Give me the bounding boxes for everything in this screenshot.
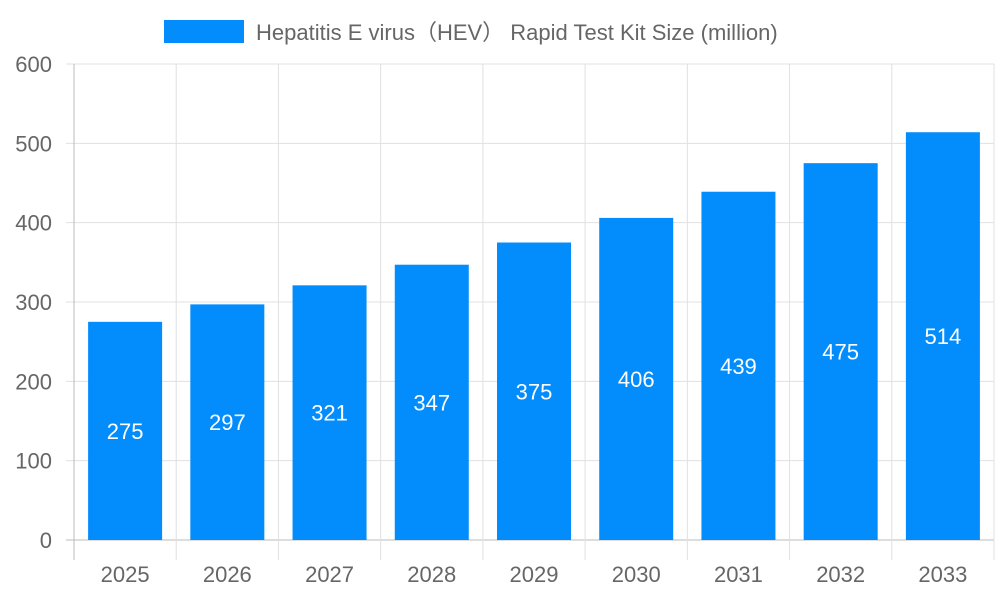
legend[interactable]: Hepatitis E virus（HEV） Rapid Test Kit Si… (164, 20, 778, 45)
x-tick-label: 2029 (510, 562, 559, 587)
data-label: 347 (413, 390, 450, 415)
data-label: 439 (720, 354, 757, 379)
y-tick-label: 400 (15, 211, 52, 236)
legend-label: Hepatitis E virus（HEV） Rapid Test Kit Si… (256, 20, 778, 45)
x-tick-label: 2028 (407, 562, 456, 587)
bar (394, 264, 469, 540)
data-label: 375 (516, 379, 553, 404)
data-label: 475 (822, 340, 859, 365)
bar (190, 304, 265, 540)
bar (599, 217, 674, 540)
y-tick-label: 0 (40, 528, 52, 553)
bar (292, 285, 367, 540)
y-tick-label: 200 (15, 369, 52, 394)
x-tick-label: 2030 (612, 562, 661, 587)
y-tick-label: 500 (15, 131, 52, 156)
x-tick-label: 2027 (305, 562, 354, 587)
x-tick-label: 2031 (714, 562, 763, 587)
bar (88, 321, 163, 540)
bar (701, 191, 776, 540)
data-label: 406 (618, 367, 655, 392)
x-tick-label: 2033 (918, 562, 967, 587)
data-label: 275 (107, 419, 144, 444)
y-tick-label: 100 (15, 449, 52, 474)
data-label: 321 (311, 401, 348, 426)
data-label: 514 (925, 324, 962, 349)
data-label: 297 (209, 410, 246, 435)
y-tick-label: 600 (15, 52, 52, 77)
x-tick-label: 2026 (203, 562, 252, 587)
x-tick-label: 2032 (816, 562, 865, 587)
bars: 275 297 321 347 375 406 439 475 514 (88, 132, 980, 540)
y-tick-label: 300 (15, 290, 52, 315)
axes: 0 100 200 300 400 500 600 2025 2026 2027 2028 2029 2… (15, 52, 967, 587)
bar (497, 242, 571, 540)
legend-swatch (164, 20, 244, 43)
x-tick-label: 2025 (101, 562, 150, 587)
grid (66, 63, 995, 560)
bar (905, 132, 980, 540)
bar (803, 163, 878, 540)
